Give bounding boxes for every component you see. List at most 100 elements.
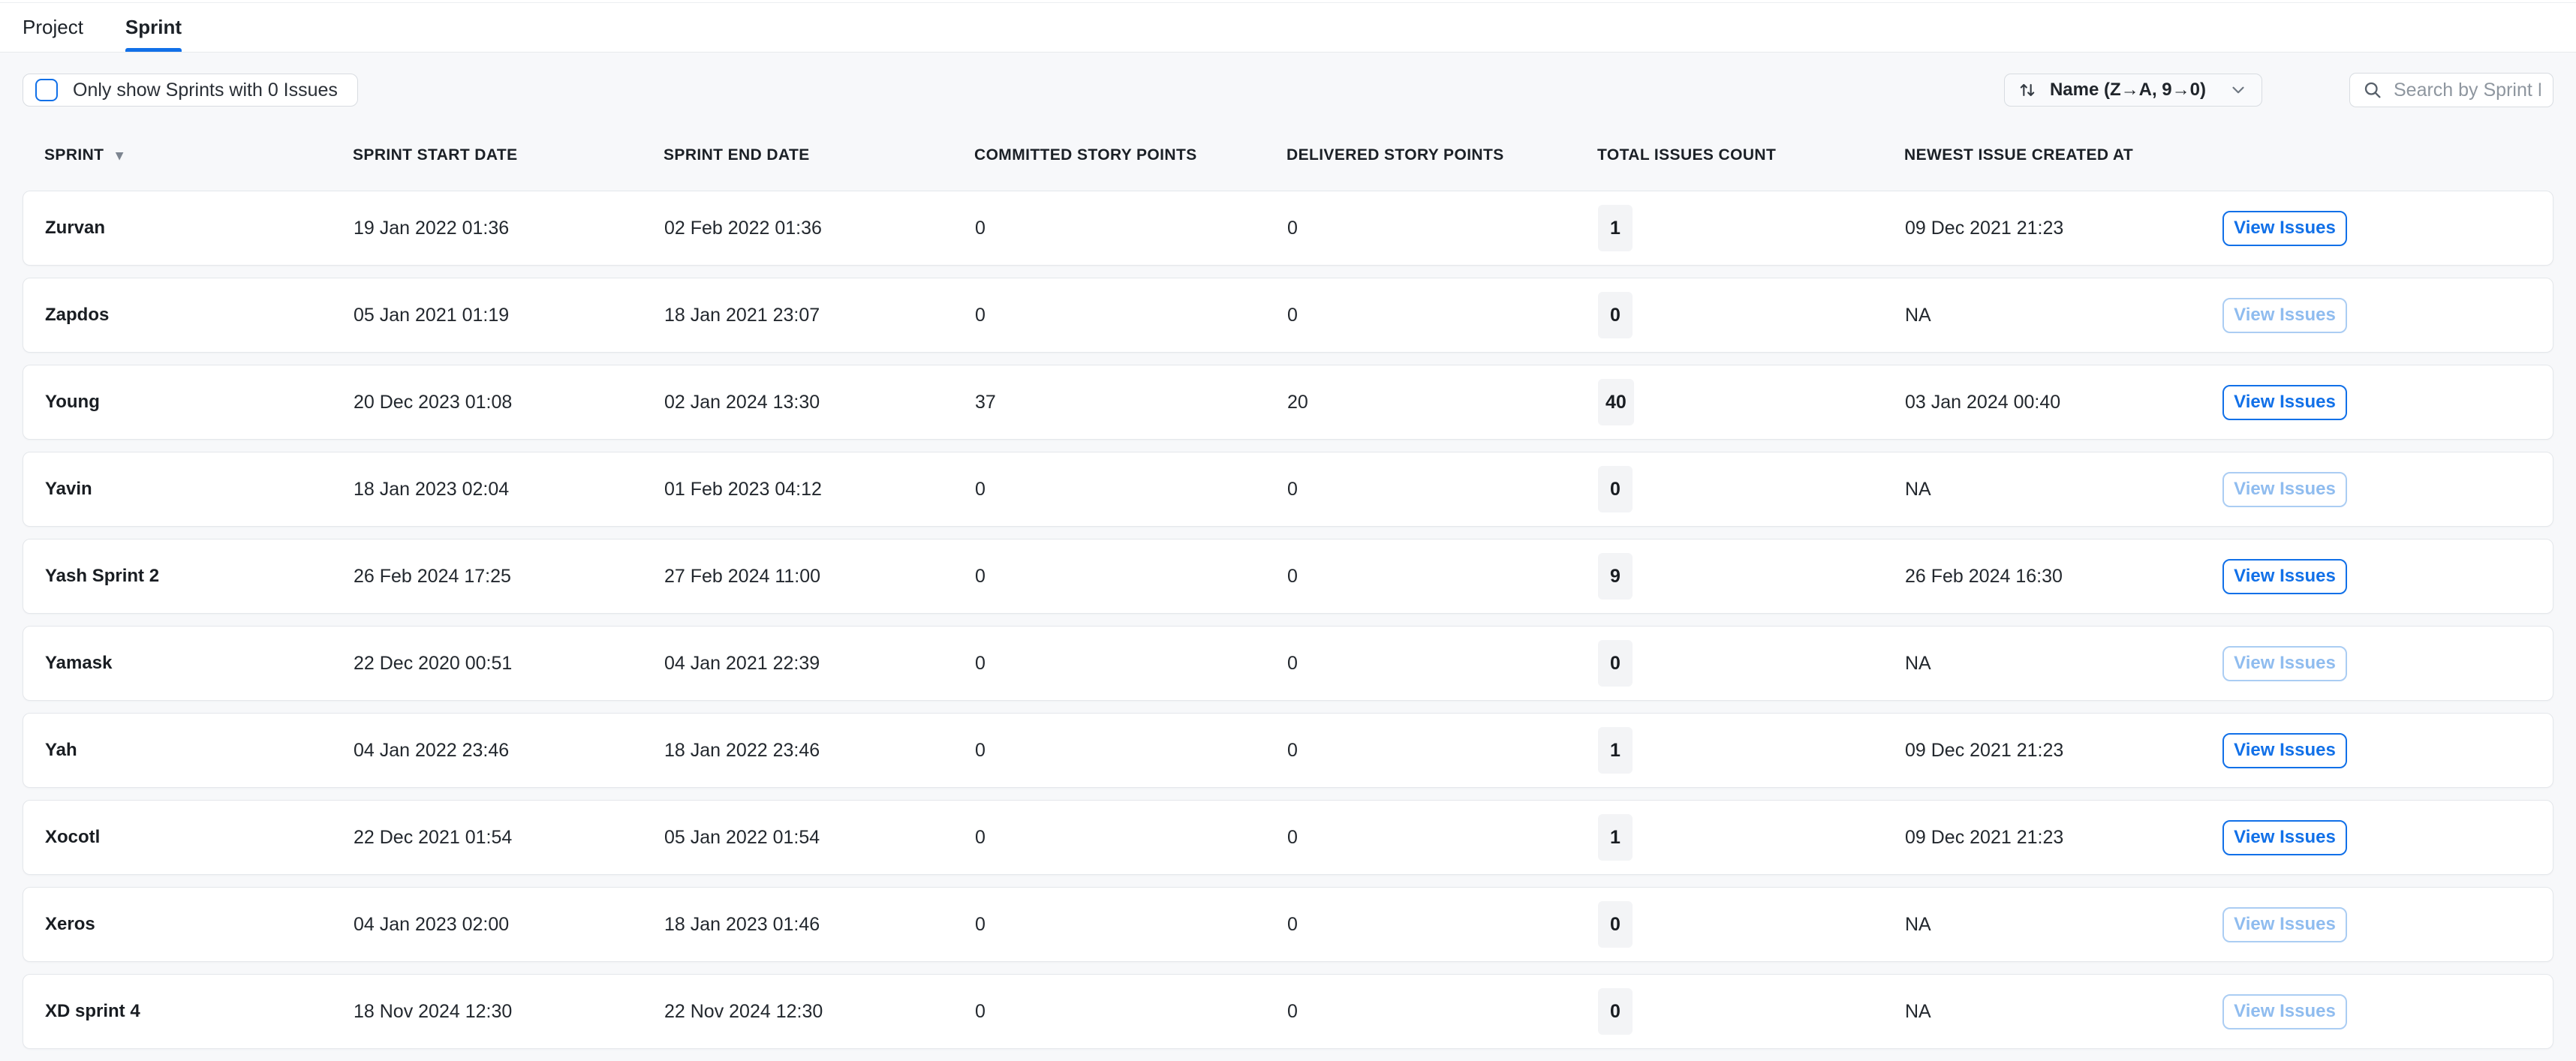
- column-header-committed-points: Committed Story Points: [974, 146, 1197, 164]
- committed-story-points: 0: [975, 217, 986, 239]
- committed-story-points: 0: [975, 652, 986, 674]
- view-issues-button[interactable]: View Issues: [2222, 210, 2347, 246]
- zero-issues-filter[interactable]: Only show Sprints with 0 Issues: [23, 74, 358, 107]
- sprint-end-date: 05 Jan 2022 01:54: [664, 826, 820, 848]
- caret-down-icon: ▾: [116, 147, 124, 164]
- sprint-row: Young 20 Dec 2023 01:08 02 Jan 2024 13:3…: [23, 365, 2553, 440]
- sprint-start-date: 04 Jan 2022 23:46: [354, 739, 510, 761]
- delivered-story-points: 0: [1287, 478, 1298, 500]
- total-issues-badge: 1: [1598, 727, 1633, 774]
- view-issues-button[interactable]: View Issues: [2222, 819, 2347, 855]
- committed-story-points: 0: [975, 826, 986, 848]
- tab-sprint[interactable]: Sprint: [125, 3, 182, 52]
- view-issues-button: View Issues: [2222, 297, 2347, 333]
- sprint-end-date: 22 Nov 2024 12:30: [664, 1000, 823, 1022]
- delivered-story-points: 0: [1287, 217, 1298, 239]
- committed-story-points: 0: [975, 565, 986, 587]
- newest-issue-created-at: NA: [1905, 652, 1931, 674]
- sprint-end-date: 04 Jan 2021 22:39: [664, 652, 820, 674]
- sprint-name: Zurvan: [45, 218, 106, 238]
- view-issues-button[interactable]: View Issues: [2222, 558, 2347, 594]
- view-issues-button[interactable]: View Issues: [2222, 732, 2347, 768]
- total-issues-badge: 1: [1598, 205, 1633, 251]
- committed-story-points: 0: [975, 1000, 986, 1022]
- column-header-start-date: Sprint Start Date: [353, 146, 518, 164]
- total-issues-badge: 0: [1598, 988, 1633, 1035]
- sprint-end-date: 18 Jan 2021 23:07: [664, 304, 820, 326]
- sprint-row: Yavin 18 Jan 2023 02:04 01 Feb 2023 04:1…: [23, 452, 2553, 527]
- total-issues-badge: 9: [1598, 553, 1633, 600]
- newest-issue-created-at: NA: [1905, 1000, 1931, 1022]
- total-issues-badge: 0: [1598, 901, 1633, 948]
- newest-issue-created-at: 09 Dec 2021 21:23: [1905, 739, 2064, 761]
- sprint-row: Yash Sprint 2 26 Feb 2024 17:25 27 Feb 2…: [23, 539, 2553, 614]
- total-issues-badge: 0: [1598, 292, 1633, 338]
- sprint-start-date: 19 Jan 2022 01:36: [354, 217, 510, 239]
- delivered-story-points: 0: [1287, 826, 1298, 848]
- search-input[interactable]: [2394, 79, 2541, 101]
- sprint-name: Xeros: [45, 914, 95, 934]
- sprint-end-date: 27 Feb 2024 11:00: [664, 565, 821, 587]
- sprint-start-date: 20 Dec 2023 01:08: [354, 391, 513, 413]
- tab-project-label: Project: [23, 16, 83, 38]
- sprint-name: XD sprint 4: [45, 1001, 140, 1021]
- table-header: Sprint ▾ Sprint Start Date Sprint End Da…: [23, 129, 2553, 182]
- sprint-list: Zurvan 19 Jan 2022 01:36 02 Feb 2022 01:…: [23, 191, 2553, 1049]
- sprint-start-date: 22 Dec 2020 00:51: [354, 652, 513, 674]
- view-issues-button[interactable]: View Issues: [2222, 384, 2347, 420]
- delivered-story-points: 20: [1287, 391, 1308, 413]
- sprint-end-date: 02 Feb 2022 01:36: [664, 217, 822, 239]
- committed-story-points: 37: [975, 391, 996, 413]
- delivered-story-points: 0: [1287, 565, 1298, 587]
- tab-project[interactable]: Project: [23, 3, 83, 52]
- sprint-start-date: 26 Feb 2024 17:25: [354, 565, 511, 587]
- zero-issues-checkbox[interactable]: [35, 79, 58, 101]
- delivered-story-points: 0: [1287, 739, 1298, 761]
- column-header-delivered-points: Delivered Story Points: [1286, 146, 1504, 164]
- view-issues-button: View Issues: [2222, 645, 2347, 681]
- newest-issue-created-at: 03 Jan 2024 00:40: [1905, 391, 2061, 413]
- sprint-row: Yah 04 Jan 2022 23:46 18 Jan 2022 23:46 …: [23, 713, 2553, 788]
- sprint-name: Xocotl: [45, 827, 101, 847]
- tab-bar: Project Sprint: [0, 3, 2576, 53]
- newest-issue-created-at: NA: [1905, 304, 1931, 326]
- sprint-start-date: 22 Dec 2021 01:54: [354, 826, 513, 848]
- sprint-end-date: 18 Jan 2023 01:46: [664, 913, 820, 935]
- active-tab-indicator: [125, 48, 182, 52]
- tab-sprint-label: Sprint: [125, 16, 182, 38]
- sprint-start-date: 04 Jan 2023 02:00: [354, 913, 510, 935]
- search-icon: [2362, 80, 2383, 101]
- view-issues-button: View Issues: [2222, 993, 2347, 1029]
- column-header-end-date: Sprint End Date: [664, 146, 810, 164]
- column-header-sprint[interactable]: Sprint ▾: [44, 146, 124, 164]
- newest-issue-created-at: 09 Dec 2021 21:23: [1905, 826, 2064, 848]
- sort-up-down-icon: [2017, 80, 2038, 101]
- sprint-start-date: 05 Jan 2021 01:19: [354, 304, 510, 326]
- sprint-search: [2349, 73, 2553, 107]
- delivered-story-points: 0: [1287, 1000, 1298, 1022]
- toolbar: Only show Sprints with 0 Issues Name (Z→…: [0, 73, 2576, 107]
- sprint-name: Young: [45, 392, 100, 412]
- sprint-name: Zapdos: [45, 305, 110, 325]
- sprint-start-date: 18 Jan 2023 02:04: [354, 478, 510, 500]
- sprint-end-date: 02 Jan 2024 13:30: [664, 391, 820, 413]
- total-issues-badge: 40: [1598, 379, 1634, 425]
- newest-issue-created-at: 09 Dec 2021 21:23: [1905, 217, 2064, 239]
- committed-story-points: 0: [975, 304, 986, 326]
- delivered-story-points: 0: [1287, 304, 1298, 326]
- sprint-name: Yah: [45, 740, 77, 760]
- sprint-row: XD sprint 4 18 Nov 2024 12:30 22 Nov 202…: [23, 974, 2553, 1049]
- chevron-down-icon: [2228, 80, 2248, 100]
- sort-dropdown[interactable]: Name (Z→A, 9→0): [2003, 74, 2262, 107]
- toolbar-right: Name (Z→A, 9→0): [2003, 73, 2553, 107]
- sprint-row: Yamask 22 Dec 2020 00:51 04 Jan 2021 22:…: [23, 626, 2553, 701]
- sort-dropdown-label: Name (Z→A, 9→0): [2049, 80, 2206, 100]
- column-header-total-issues: Total Issues Count: [1597, 146, 1777, 164]
- sprint-row: Zurvan 19 Jan 2022 01:36 02 Feb 2022 01:…: [23, 191, 2553, 266]
- sprint-name: Yamask: [45, 653, 113, 673]
- total-issues-badge: 1: [1598, 814, 1633, 861]
- sprint-end-date: 18 Jan 2022 23:46: [664, 739, 820, 761]
- sprint-name: Yash Sprint 2: [45, 566, 160, 586]
- sprint-row: Zapdos 05 Jan 2021 01:19 18 Jan 2021 23:…: [23, 278, 2553, 353]
- view-issues-button: View Issues: [2222, 906, 2347, 942]
